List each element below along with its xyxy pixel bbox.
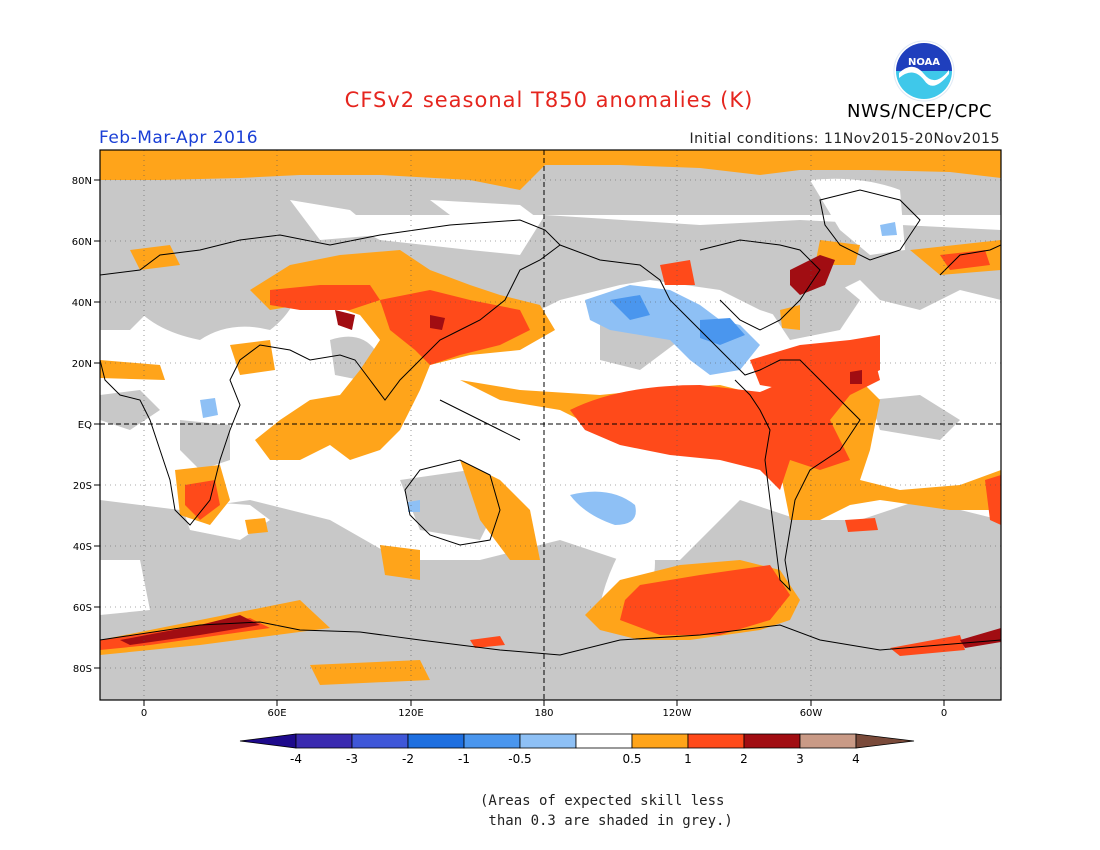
- lat-label: 80S: [73, 664, 92, 675]
- neutral-patches: [100, 178, 905, 615]
- colorbar-swatch: [351, 733, 409, 749]
- colorbar-tick-label: -4: [290, 752, 302, 766]
- colorbar-swatch: [295, 733, 353, 749]
- logo-text: NOAA: [908, 57, 940, 68]
- map-frame: [99, 149, 1002, 701]
- strong-warm-anomaly: [120, 255, 1001, 648]
- noaa-logo: NOAA: [893, 40, 955, 102]
- colorbar: -4 -3 -2 -1 -0.5 0.5 1 2 3 4: [239, 733, 915, 766]
- lon-label: 120W: [663, 708, 692, 719]
- map-title: CFSv2 seasonal T850 anomalies (K): [344, 88, 754, 112]
- colorbar-high-arrow: [855, 733, 915, 749]
- colorbar-low-arrow: [239, 733, 297, 749]
- longitude-axis: 0 60E 120E 180 120W 60W 0: [141, 700, 947, 719]
- lon-label: 60E: [267, 708, 286, 719]
- colorbar-swatch: [799, 733, 857, 749]
- colorbar-tick-label: -0.5: [508, 752, 531, 766]
- lat-label: 20N: [72, 359, 92, 370]
- skill-note: (Areas of expected skill less than 0.3 a…: [480, 793, 733, 829]
- colorbar-tick-label: -2: [402, 752, 414, 766]
- lon-label: 180: [534, 708, 553, 719]
- lat-label: 40S: [73, 542, 92, 553]
- coastlines: [100, 189, 1001, 656]
- graticule: [100, 150, 1001, 700]
- lon-label: 0: [941, 708, 947, 719]
- colorbar-tick-label: 1: [684, 752, 692, 766]
- colorbar-tick-label: 3: [796, 752, 804, 766]
- season-label: Feb-Mar-Apr 2016: [99, 128, 259, 148]
- lon-label: 120E: [398, 708, 423, 719]
- lon-label: 0: [141, 708, 147, 719]
- lat-label: 40N: [72, 298, 92, 309]
- lon-label: 60W: [800, 708, 823, 719]
- lat-label: 60S: [73, 603, 92, 614]
- colorbar-tick-label: 0.5: [622, 752, 641, 766]
- lat-label: EQ: [78, 420, 92, 431]
- colorbar-tick-label: 2: [740, 752, 748, 766]
- agency-label: NWS/NCEP/CPC: [847, 101, 993, 122]
- colorbar-swatch: [631, 733, 689, 749]
- lat-label: 20S: [73, 481, 92, 492]
- colorbar-tick-label: -1: [458, 752, 470, 766]
- colorbar-swatch: [575, 733, 633, 749]
- map-field: [100, 150, 1001, 700]
- latitude-axis: 80N 60N 40N 20N EQ 20S 40S 60S 80S: [72, 176, 100, 675]
- lat-label: 60N: [72, 237, 92, 248]
- colorbar-swatch: [687, 733, 745, 749]
- colorbar-tick-label: 4: [852, 752, 860, 766]
- initial-conditions-label: Initial conditions: 11Nov2015-20Nov2015: [689, 131, 1000, 147]
- colorbar-swatch: [407, 733, 465, 749]
- lat-label: 80N: [72, 176, 92, 187]
- colorbar-swatch: [463, 733, 521, 749]
- colorbar-swatch: [743, 733, 801, 749]
- colorbar-tick-label: -3: [346, 752, 358, 766]
- colorbar-swatch: [519, 733, 577, 749]
- cold-anomaly: [610, 295, 745, 345]
